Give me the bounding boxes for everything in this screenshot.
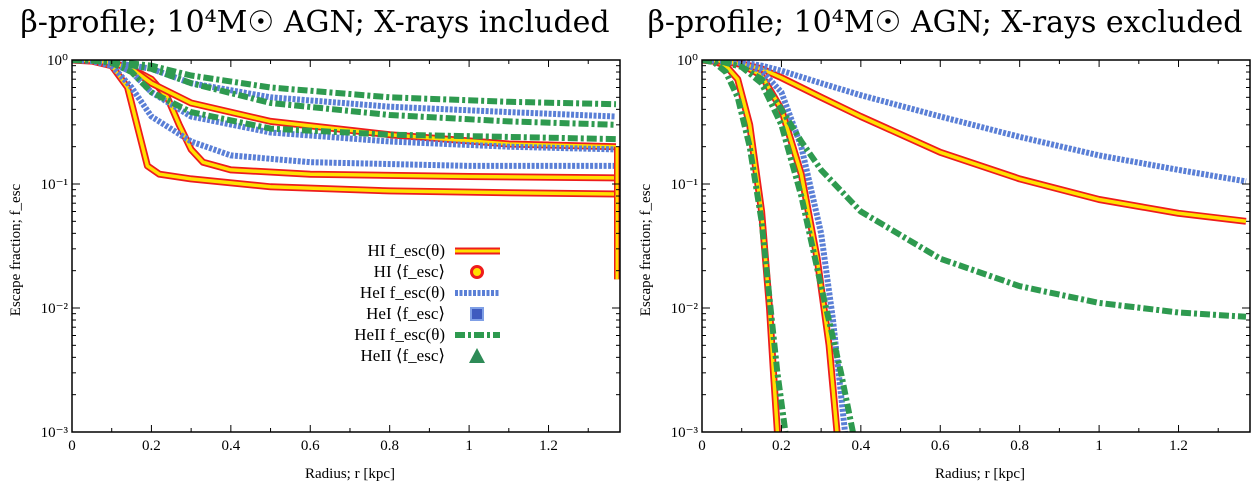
- legend-label: HI f_esc(θ): [367, 241, 445, 260]
- series-group: [72, 60, 620, 280]
- legend-label: HeI ⟨f_esc⟩: [366, 304, 445, 323]
- x-tick-label: 0.2: [142, 438, 161, 454]
- series-heii-7: [702, 60, 1247, 320]
- x-tick-label: 0: [698, 438, 706, 454]
- x-tick-label: 0.4: [221, 438, 240, 454]
- x-tick-label: 0: [68, 438, 76, 454]
- chart-title: β-profile; 10⁴M☉ AGN; X-rays included: [20, 5, 609, 40]
- legend-label: HeII ⟨f_esc⟩: [360, 346, 445, 365]
- legend-marker-triangle: [469, 348, 485, 363]
- series-hi-1: [702, 60, 841, 432]
- legend-label: HeI f_esc(θ): [360, 283, 445, 302]
- y-tick-label: 10⁰: [47, 53, 68, 69]
- y-tick-label: 10⁻³: [41, 425, 69, 441]
- legend-label: HI ⟨f_esc⟩: [374, 262, 445, 281]
- x-tick-label: 0.4: [851, 438, 870, 454]
- y-tick-label: 10⁻²: [671, 301, 699, 317]
- x-tick-label: 1.2: [539, 438, 558, 454]
- series-group: [702, 60, 1247, 432]
- x-tick-label: 0.8: [1010, 438, 1029, 454]
- series-hei-4: [702, 60, 1247, 185]
- series-hi-0-core: [702, 60, 780, 432]
- y-axis-label: Escape fraction; f_esc: [638, 183, 654, 316]
- y-tick-label: 10⁻³: [671, 425, 699, 441]
- plot-area: 0 0.2 0.4 0.6 0.8 1 1.2 10⁻³ 10⁻² 10⁻¹ 10⁰: [671, 53, 1251, 454]
- plot-area: 0 0.2 0.4 0.6 0.8 1 1.2 10⁻³ 10⁻² 10⁻¹ 10⁰ HI f_esc…: [41, 53, 621, 454]
- legend-marker-circle: [470, 265, 484, 279]
- x-tick-label: 0.8: [380, 438, 399, 454]
- series-hei-3: [72, 60, 616, 169]
- plot-frame: [701, 59, 1251, 433]
- y-tick-label: 10⁻¹: [41, 177, 68, 193]
- chart-title: β-profile; 10⁴M☉ AGN; X-rays excluded: [648, 5, 1243, 40]
- x-tick-label: 0.2: [772, 438, 791, 454]
- legend-marker-square: [470, 307, 484, 321]
- x-tick-label: 0.6: [931, 438, 950, 454]
- x-axis-label: Radius; r [kpc]: [935, 466, 1025, 482]
- legend-label: HeII f_esc(θ): [354, 325, 445, 344]
- x-tick-label: 1.2: [1169, 438, 1188, 454]
- series-heii-5: [702, 60, 789, 432]
- plot-frame: [71, 59, 621, 433]
- x-tick-label: 0.6: [301, 438, 320, 454]
- y-tick-label: 10⁻²: [41, 301, 69, 317]
- series-hei-3: [702, 60, 848, 432]
- y-tick-label: 10⁻¹: [671, 177, 698, 193]
- series-heii-6: [72, 60, 617, 143]
- x-tick-label: 1: [1095, 438, 1103, 454]
- y-tick-label: 10⁰: [677, 53, 698, 69]
- y-axis-label: Escape fraction; f_esc: [8, 183, 24, 316]
- legend: HI f_esc(θ) HI ⟨f_esc⟩ HeI f_esc(θ) HeI ⟨f_…: [354, 241, 500, 365]
- x-axis-label: Radius; r [kpc]: [305, 466, 395, 482]
- x-tick-label: 1: [465, 438, 473, 454]
